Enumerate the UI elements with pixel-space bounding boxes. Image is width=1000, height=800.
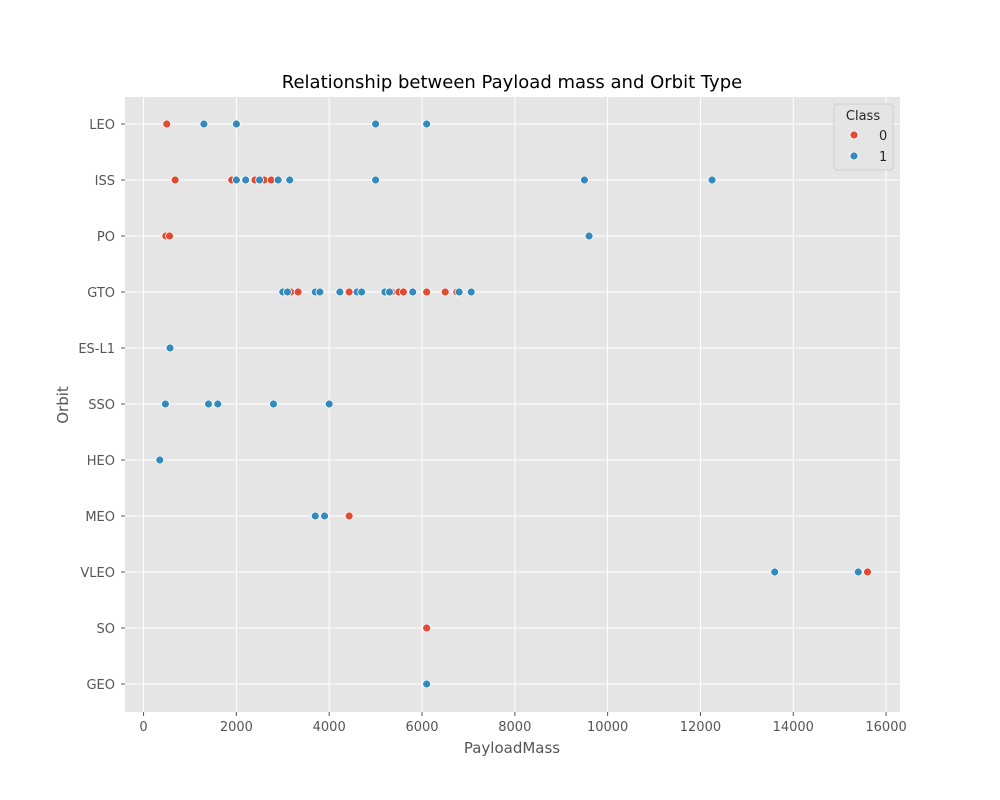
scatter-point-class-1 xyxy=(371,119,380,129)
scatter-point-class-0 xyxy=(422,623,432,633)
scatter-point-class-0 xyxy=(399,287,408,297)
scatter-point-class-1 xyxy=(310,511,320,521)
data-points xyxy=(155,119,872,689)
scatter-point-class-1 xyxy=(155,455,165,465)
chart-title: Relationship between Payload mass and Or… xyxy=(282,72,742,93)
scatter-point-class-0 xyxy=(440,287,450,297)
x-tick-label: 0 xyxy=(139,720,147,735)
scatter-point-class-1 xyxy=(283,287,292,297)
x-tick-label: 10000 xyxy=(587,720,628,735)
scatter-point-class-1 xyxy=(422,119,432,129)
legend-marker-class-1 xyxy=(849,151,859,161)
scatter-point-class-1 xyxy=(204,399,213,409)
scatter-point-class-1 xyxy=(853,567,863,577)
x-tick-label: 12000 xyxy=(680,720,721,735)
scatter-point-class-0 xyxy=(344,511,354,521)
x-tick-label: 4000 xyxy=(313,720,346,735)
scatter-point-class-0 xyxy=(863,567,872,577)
scatter-point-class-1 xyxy=(454,287,464,297)
grid-lines xyxy=(125,97,900,712)
scatter-point-class-0 xyxy=(165,231,174,241)
scatter-point-class-1 xyxy=(466,287,476,297)
y-tick-label: ES-L1 xyxy=(78,342,115,357)
scatter-point-class-0 xyxy=(170,175,180,185)
scatter-point-class-1 xyxy=(770,567,780,577)
scatter-point-class-0 xyxy=(162,119,172,129)
scatter-point-class-1 xyxy=(199,119,209,129)
legend-label-class-1: 1 xyxy=(879,150,887,165)
scatter-point-class-1 xyxy=(324,399,334,409)
x-tick-label: 6000 xyxy=(405,720,438,735)
y-tick-labels: LEO ISS PO GTO ES-L1 SSO HEO MEO VLEO SO GEO xyxy=(78,118,125,693)
scatter-point-class-1 xyxy=(273,175,283,185)
y-tick-label: ISS xyxy=(95,174,115,189)
scatter-point-class-1 xyxy=(422,679,432,689)
legend-label-class-0: 0 xyxy=(879,129,887,144)
scatter-point-class-1 xyxy=(320,511,329,521)
scatter-point-class-1 xyxy=(241,175,251,185)
y-axis-title: Orbit xyxy=(54,386,72,424)
x-tick-label: 2000 xyxy=(220,720,253,735)
x-axis-title: PayloadMass xyxy=(464,739,560,757)
legend-box xyxy=(833,103,894,171)
scatter-point-class-1 xyxy=(408,287,418,297)
scatter-point-class-0 xyxy=(293,287,303,297)
scatter-point-class-1 xyxy=(315,287,325,297)
scatter-point-class-1 xyxy=(231,175,241,185)
x-tick-labels: 0 2000 4000 6000 8000 10000 12000 14000 16000 xyxy=(139,712,907,735)
scatter-point-class-1 xyxy=(371,175,380,185)
legend-marker-class-0 xyxy=(849,130,859,140)
scatter-point-class-0 xyxy=(344,287,354,297)
scatter-point-class-1 xyxy=(231,119,241,129)
x-tick-label: 14000 xyxy=(773,720,814,735)
x-tick-label: 8000 xyxy=(498,720,531,735)
y-tick-label: HEO xyxy=(87,454,115,469)
y-tick-label: PO xyxy=(97,230,115,245)
scatter-point-class-1 xyxy=(165,343,175,353)
y-tick-label: GEO xyxy=(86,678,115,693)
x-tick-label: 16000 xyxy=(865,720,906,735)
y-tick-label: GTO xyxy=(87,286,115,301)
y-tick-label: SSO xyxy=(88,398,115,413)
legend: Class 0 1 xyxy=(833,103,894,171)
scatter-point-class-1 xyxy=(707,175,717,185)
scatter-point-class-1 xyxy=(285,175,295,185)
legend-title: Class xyxy=(846,109,880,124)
scatter-point-class-1 xyxy=(335,287,345,297)
scatter-point-class-1 xyxy=(213,399,223,409)
scatter-point-class-1 xyxy=(255,175,264,185)
y-tick-label: LEO xyxy=(89,118,115,133)
scatter-point-class-1 xyxy=(357,287,367,297)
scatter-point-class-1 xyxy=(385,287,394,297)
scatter-point-class-1 xyxy=(160,399,170,409)
y-tick-label: VLEO xyxy=(80,566,115,581)
y-tick-label: MEO xyxy=(85,510,115,525)
scatter-point-class-1 xyxy=(584,231,594,241)
y-tick-label: SO xyxy=(97,622,115,637)
scatter-point-class-1 xyxy=(269,399,278,409)
scatter-point-class-1 xyxy=(580,175,589,185)
scatter-point-class-0 xyxy=(422,287,432,297)
